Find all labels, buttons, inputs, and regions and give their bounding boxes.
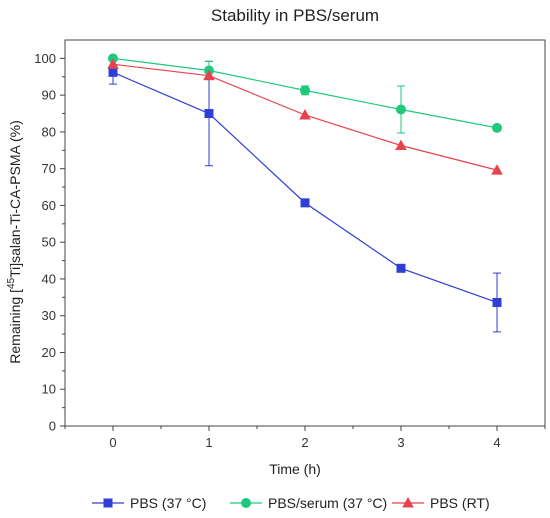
y-tick-label: 100 <box>34 51 56 66</box>
y-tick-label: 0 <box>49 419 56 434</box>
y-tick-label: 20 <box>42 345 56 360</box>
legend-item-2: PBS (RT) <box>392 495 490 511</box>
x-axis-label: Time (h) <box>269 461 321 477</box>
y-tick-label: 50 <box>42 235 56 250</box>
y-tick-label: 70 <box>42 161 56 176</box>
y-tick-label: 60 <box>42 198 56 213</box>
legend-item-1: PBS/serum (37 °C) <box>230 495 387 511</box>
y-axis-label-pre: Remaining [ <box>7 289 23 364</box>
y-tick-label: 40 <box>42 271 56 286</box>
series-line <box>112 71 498 304</box>
x-tick-label: 2 <box>301 435 308 450</box>
series-1 <box>108 53 502 134</box>
x-tick-label: 0 <box>109 435 116 450</box>
legend-item-0: PBS (37 °C) <box>92 495 206 511</box>
data-point <box>300 198 310 208</box>
series-2 <box>107 58 503 175</box>
legend-marker <box>402 497 414 508</box>
plot-frame <box>64 39 546 427</box>
data-point <box>108 67 118 77</box>
y-axis-label-sup: 45 <box>6 277 17 289</box>
legend-marker <box>241 498 251 508</box>
x-tick-label: 3 <box>397 435 404 450</box>
series-0 <box>108 60 502 333</box>
data-point <box>491 164 503 175</box>
legend-label: PBS/serum (37 °C) <box>268 495 387 511</box>
data-point <box>299 108 311 120</box>
data-point <box>492 122 502 133</box>
legend-marker <box>103 498 113 508</box>
y-axis-label: Remaining [45Ti]salan-Ti-CA-PSMA (%) <box>6 120 23 363</box>
data-point <box>300 85 310 96</box>
x-tick-label: 1 <box>205 435 212 450</box>
legend: PBS (37 °C) PBS/serum (37 °C) PBS (RT) <box>92 495 490 511</box>
y-axis-label-post: Ti]salan-Ti-CA-PSMA (%) <box>7 120 23 278</box>
y-tick-label: 30 <box>42 308 56 323</box>
data-point <box>492 297 502 307</box>
y-tick-label: 10 <box>42 382 56 397</box>
legend-label: PBS (RT) <box>430 495 490 511</box>
y-tick-label: 80 <box>42 124 56 139</box>
data-point <box>396 104 406 115</box>
data-point <box>204 109 214 119</box>
legend-label: PBS (37 °C) <box>130 495 206 511</box>
x-tick-label: 4 <box>493 435 500 450</box>
data-point <box>107 58 119 69</box>
data-point <box>203 69 215 81</box>
y-tick-label: 90 <box>42 88 56 103</box>
data-point <box>396 263 406 273</box>
data-point <box>395 139 407 151</box>
plot-area: 0 10 20 30 40 50 60 70 80 90 100 0 1 2 3 4 <box>34 39 546 450</box>
chart-title: Stability in PBS/serum <box>211 6 379 25</box>
